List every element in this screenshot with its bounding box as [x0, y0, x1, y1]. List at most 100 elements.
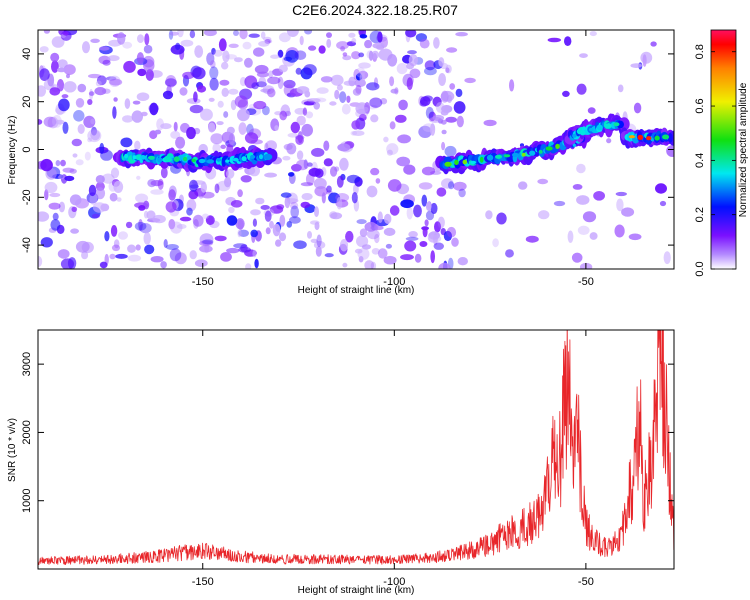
- noise-blob: [238, 122, 247, 135]
- noise-blob: [134, 221, 147, 231]
- noise-blob: [326, 38, 332, 49]
- noise-blob: [96, 75, 107, 86]
- noise-blob: [182, 71, 195, 80]
- noise-blob: [150, 256, 164, 263]
- noise-blob: [194, 45, 204, 58]
- noise-blob: [296, 150, 304, 160]
- noise-blob: [277, 76, 284, 90]
- noise-blob: [314, 206, 319, 218]
- noise-blob: [180, 39, 194, 47]
- noise-blob: [260, 205, 270, 210]
- noise-blob: [358, 52, 365, 58]
- x-tick-label: -50: [578, 576, 594, 588]
- noise-blob: [109, 78, 123, 86]
- spectrogram-ticks: -150 -100 -50 -40 -20 0 20 40: [21, 30, 674, 288]
- ridge-core: [206, 159, 215, 164]
- noise-blob: [572, 184, 583, 190]
- noise-blob: [221, 61, 229, 70]
- noise-blob: [464, 77, 476, 84]
- ridge-core: [628, 135, 636, 139]
- noise-blob: [308, 45, 317, 51]
- noise-blob: [589, 232, 598, 240]
- spectrogram-panel: -150 -100 -50 -40 -20 0 20 40 Height of straigh…: [7, 29, 675, 296]
- noise-blob: [109, 253, 116, 260]
- noise-blob: [163, 239, 168, 248]
- noise-blob: [398, 99, 408, 111]
- ridge-core: [572, 133, 577, 138]
- noise-blob: [101, 173, 115, 184]
- noise-blob: [143, 44, 153, 54]
- noise-blob: [438, 73, 446, 86]
- noise-blob: [150, 180, 164, 187]
- noise-blob: [56, 67, 66, 73]
- noise-blob: [339, 239, 349, 252]
- noise-blob: [435, 102, 445, 113]
- noise-blob: [422, 226, 428, 238]
- noise-blob: [457, 257, 468, 266]
- noise-blob: [117, 32, 126, 45]
- noise-blob: [330, 74, 344, 86]
- noise-blob: [123, 60, 136, 73]
- noise-blob: [290, 121, 300, 134]
- noise-blob: [169, 31, 179, 36]
- noise-blob: [234, 57, 243, 63]
- x-tick-label: -150: [192, 276, 214, 288]
- colorbar-ticks: 0.0 0.2 0.4 0.6 0.8: [694, 44, 736, 277]
- noise-blob: [118, 231, 128, 240]
- noise-blob: [258, 40, 270, 47]
- noise-blob: [483, 119, 497, 127]
- x-tick-label: -50: [578, 276, 594, 288]
- noise-blob: [244, 57, 253, 68]
- noise-blob: [274, 125, 279, 131]
- ridge-core: [512, 152, 519, 158]
- noise-blob: [43, 116, 57, 128]
- noise-blob: [156, 118, 165, 131]
- noise-blob: [120, 137, 133, 148]
- noise-blob: [278, 64, 288, 73]
- noise-blob: [39, 68, 50, 81]
- noise-blob: [316, 234, 322, 247]
- spectrogram-noise: [38, 30, 674, 269]
- noise-blob: [200, 181, 207, 193]
- noise-blob: [220, 252, 232, 262]
- noise-blob: [389, 121, 396, 130]
- noise-blob: [60, 159, 66, 167]
- noise-blob: [606, 138, 612, 144]
- noise-blob: [90, 130, 101, 141]
- noise-blob: [285, 50, 299, 63]
- noise-blob: [414, 253, 422, 263]
- noise-blob: [364, 221, 378, 232]
- noise-blob: [248, 33, 260, 38]
- noise-blob: [400, 254, 414, 261]
- noise-blob: [228, 133, 236, 146]
- noise-blob: [260, 31, 266, 39]
- noise-blob: [396, 63, 408, 75]
- noise-blob: [43, 30, 50, 34]
- noise-blob: [113, 97, 118, 102]
- noise-blob: [137, 68, 147, 77]
- noise-blob: [313, 240, 326, 250]
- noise-blob: [433, 242, 444, 250]
- noise-blob: [264, 210, 272, 222]
- noise-blob: [209, 77, 219, 91]
- noise-blob: [235, 218, 245, 230]
- noise-blob: [203, 30, 217, 37]
- noise-blob: [345, 230, 354, 243]
- ridge-core: [198, 158, 206, 164]
- noise-blob: [252, 218, 257, 227]
- noise-blob: [95, 80, 102, 87]
- noise-blob: [206, 52, 215, 66]
- noise-blob: [50, 52, 60, 63]
- noise-blob: [589, 31, 597, 37]
- noise-blob: [221, 87, 229, 97]
- noise-blob: [397, 134, 411, 144]
- noise-blob: [350, 130, 358, 136]
- noise-blob: [445, 67, 450, 73]
- noise-blob: [369, 97, 383, 108]
- noise-blob: [313, 177, 327, 190]
- noise-blob: [406, 206, 413, 220]
- noise-blob: [179, 87, 188, 96]
- noise-blob: [258, 76, 267, 88]
- ridge-core: [646, 136, 652, 141]
- noise-blob: [220, 144, 226, 149]
